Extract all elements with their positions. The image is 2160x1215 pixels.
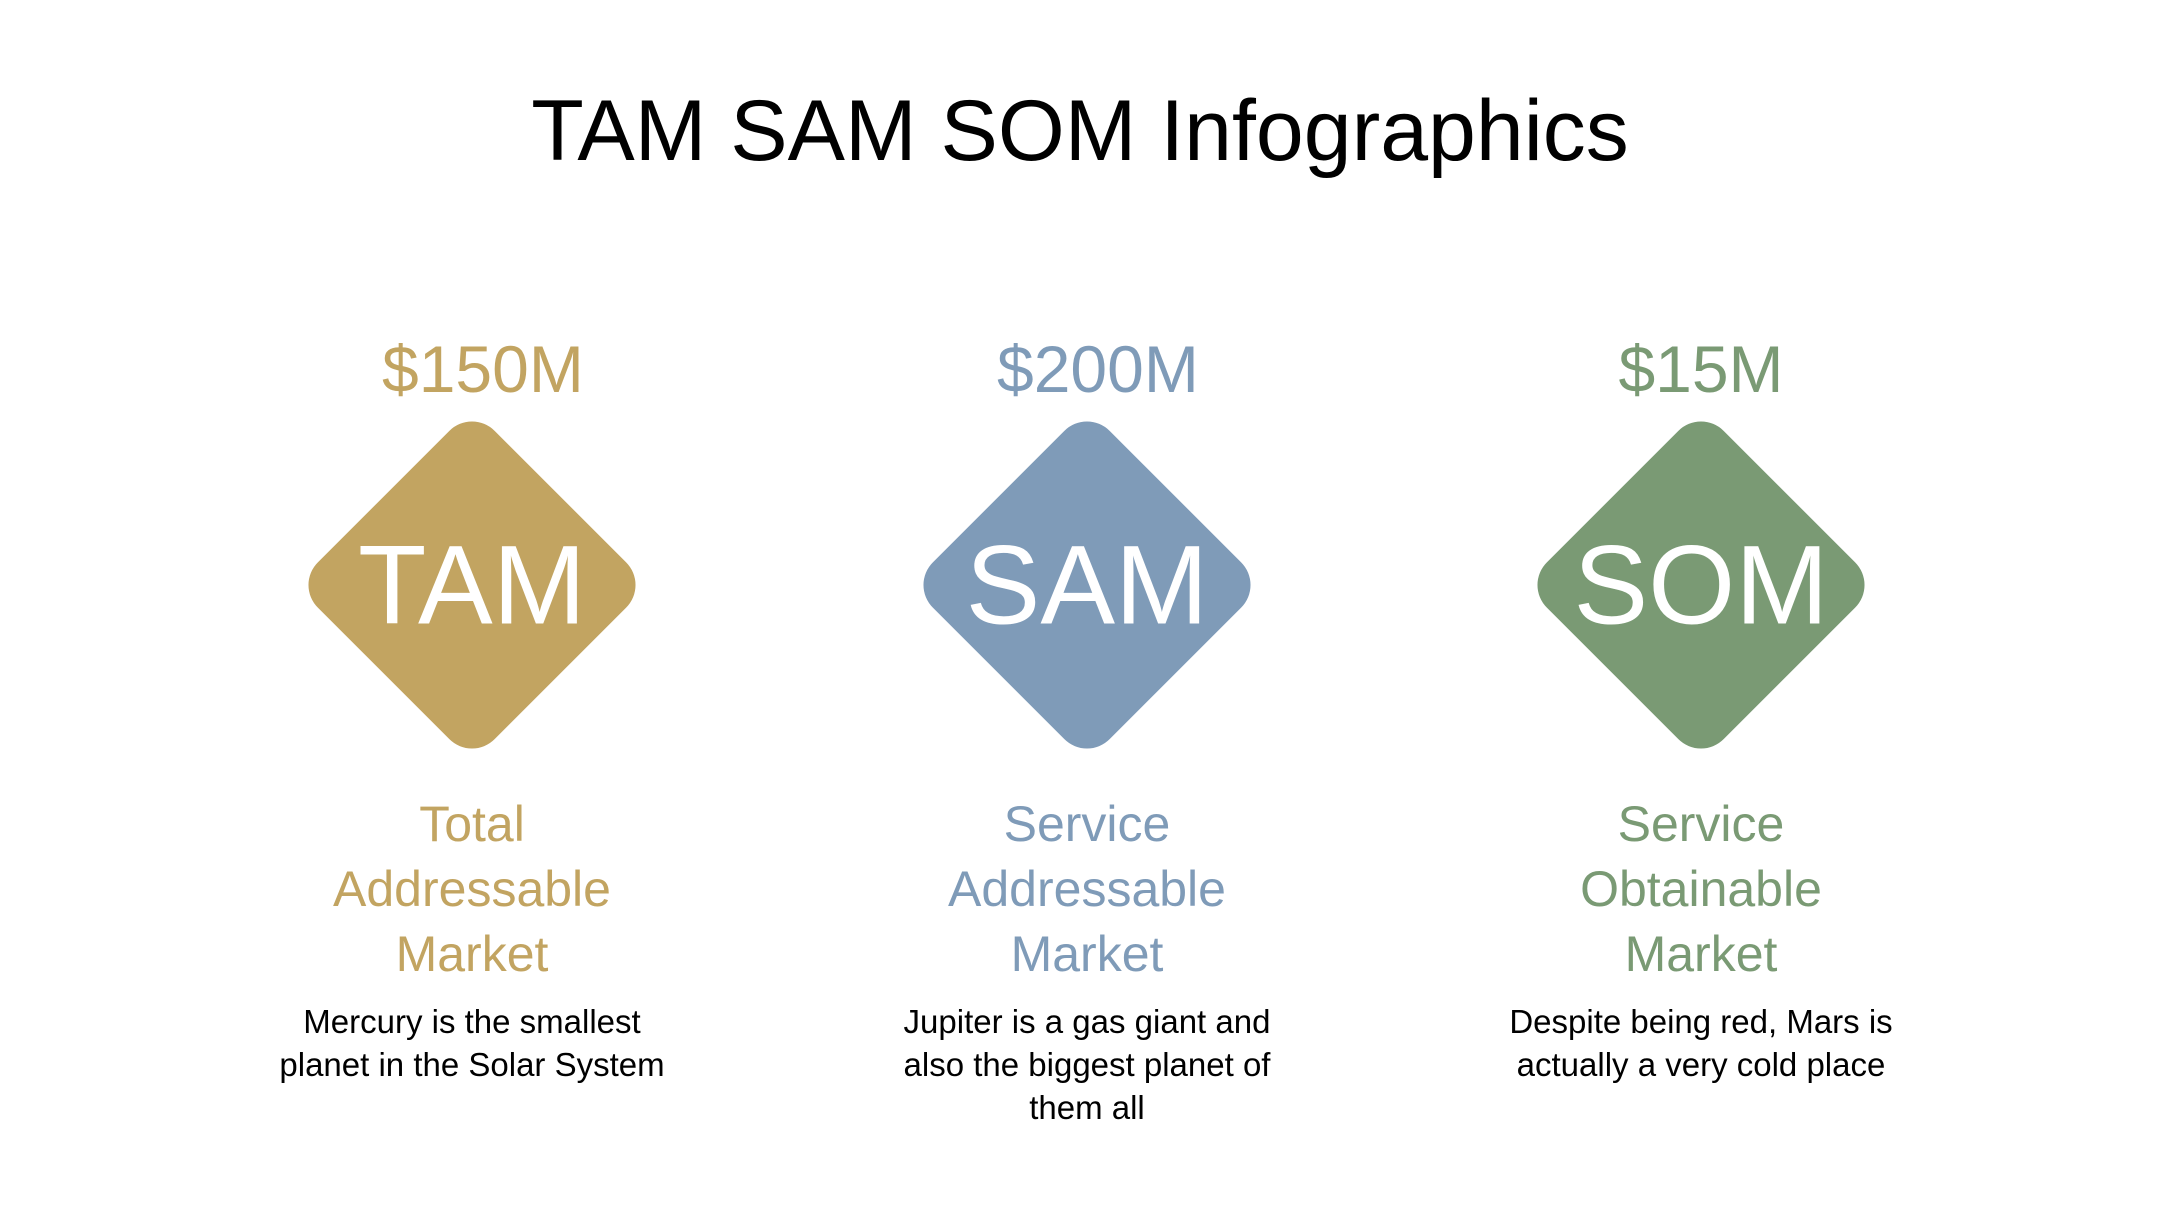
diamond: [1537, 421, 1865, 749]
market-value: $200M: [997, 332, 1199, 406]
market-name: Service Obtainable Market: [1580, 796, 1822, 982]
diamond-label: SAM: [966, 523, 1209, 648]
diamond-label: SOM: [1573, 523, 1828, 648]
market-name: Total Addressable Market: [333, 796, 611, 982]
diamond-label: TAM: [358, 523, 586, 648]
market-value: $15M: [1618, 332, 1784, 406]
slide-title: TAM SAM SOM Infographics: [531, 83, 1629, 179]
market-name: Service Addressable Market: [948, 796, 1226, 982]
diamond: [308, 421, 636, 749]
market-description: Despite being red, Mars is actually a ve…: [1509, 1003, 1893, 1083]
diamond: [923, 421, 1251, 749]
market-value: $150M: [382, 332, 584, 406]
market-description: Jupiter is a gas giant and also the bigg…: [903, 1003, 1271, 1126]
market-description: Mercury is the smallest planet in the So…: [279, 1003, 665, 1083]
